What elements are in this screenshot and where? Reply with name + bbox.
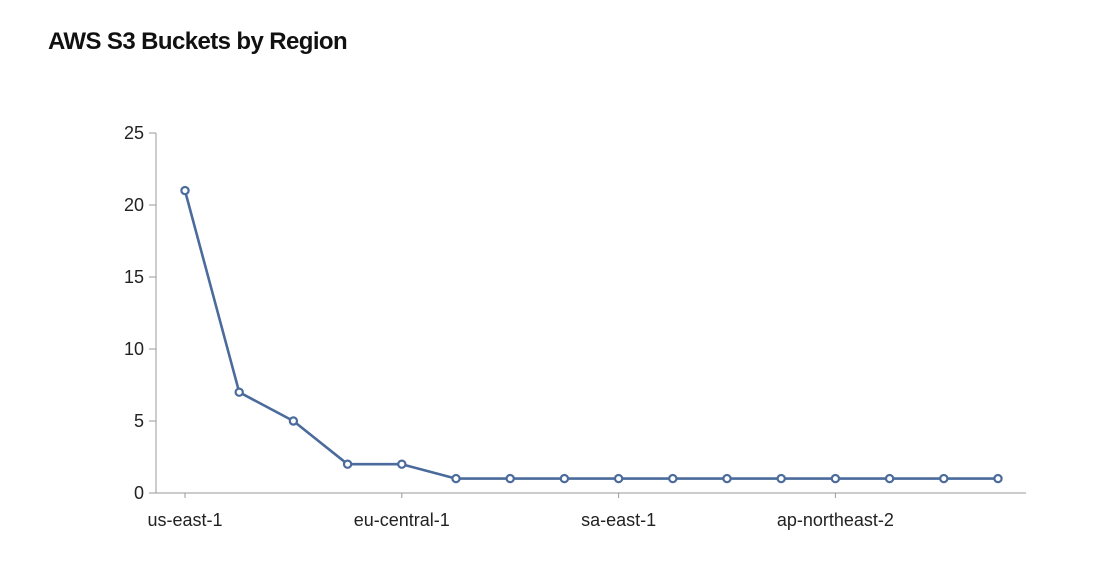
chart-title: AWS S3 Buckets by Region <box>48 28 348 55</box>
x-tick-label: ap-northeast-2 <box>777 510 894 530</box>
data-point <box>776 473 786 484</box>
series-line <box>183 190 998 480</box>
y-tick-label: 5 <box>134 411 144 431</box>
data-point <box>830 473 841 484</box>
data-point <box>559 473 570 484</box>
data-point <box>993 473 1003 484</box>
data-point <box>939 473 949 484</box>
x-tick-label: eu-central-1 <box>354 510 450 530</box>
data-point <box>180 185 190 196</box>
y-tick-label: 0 <box>134 483 144 503</box>
x-tick-label: us-east-1 <box>147 510 222 530</box>
y-tick-label: 15 <box>124 267 144 287</box>
y-tick-label: 10 <box>124 339 144 359</box>
data-point <box>505 473 515 484</box>
data-point <box>342 459 353 469</box>
data-point <box>668 473 678 484</box>
x-tick-label: sa-east-1 <box>581 510 656 530</box>
y-tick-label: 25 <box>124 123 144 143</box>
data-point <box>288 416 299 426</box>
data-point <box>613 473 624 484</box>
data-point <box>451 473 461 484</box>
data-point <box>884 473 895 484</box>
data-point <box>397 459 407 469</box>
data-point <box>234 387 244 397</box>
y-tick-label: 20 <box>124 195 144 215</box>
data-point <box>722 473 732 484</box>
